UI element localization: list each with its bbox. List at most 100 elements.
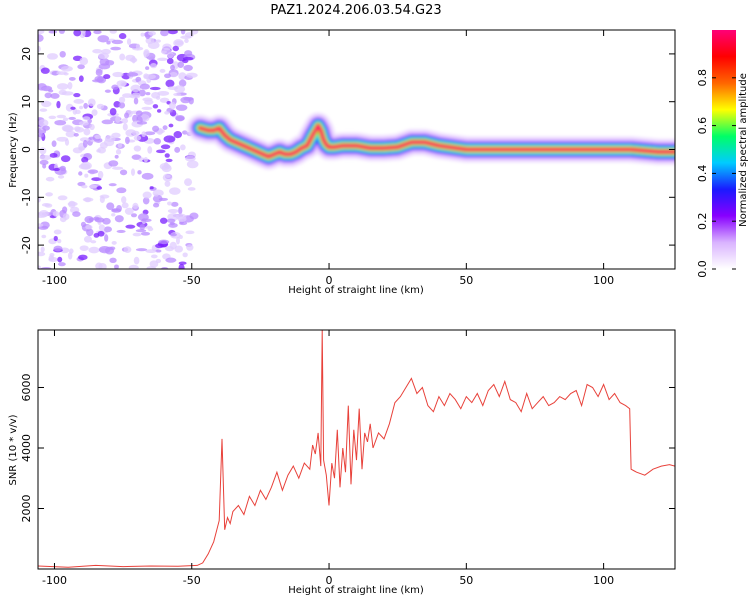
spectrogram-noise-blob (187, 187, 196, 191)
spectrogram-noise-blob (155, 249, 162, 253)
spectrogram-noise-blob (38, 45, 41, 53)
spectrogram-noise-blob (112, 71, 124, 78)
spectrogram-noise-blob (70, 106, 76, 110)
spectrogram-noise-blob (182, 130, 188, 135)
spectrogram-noise-blob (48, 89, 54, 93)
spectrogram-x-ticks: -100 -50 0 50 100 (42, 30, 614, 287)
spectrogram-noise-blob (68, 248, 74, 254)
spectrogram-noise-blob (77, 64, 85, 70)
spectrogram-noise-blob (82, 197, 94, 202)
snr-y-tick-label: 6000 (20, 373, 33, 401)
spectrogram-noise-blob (60, 155, 71, 163)
spectrogram-noise-blob (38, 34, 44, 42)
spectrogram-noise-blob (135, 229, 147, 233)
spectrogram-noise-blob (58, 262, 66, 267)
spectrogram-noise-blob (177, 61, 185, 68)
spectrogram-noise-blob (165, 257, 177, 263)
spectrogram-noise-blob (163, 135, 176, 143)
snr-x-tick-label: -50 (183, 574, 201, 587)
spectrogram-noise-blob (56, 83, 69, 90)
spectrogram-noise-blob (39, 147, 47, 155)
spectrogram-noise-blob (141, 106, 153, 110)
spectrogram-noise-blob (73, 30, 82, 37)
spectrogram-noise-blob (179, 221, 188, 226)
spectrogram-noise-blob (51, 140, 57, 147)
spectrogram-noise-blob (38, 133, 45, 138)
spectrogram-noise-blob (109, 107, 117, 116)
spectrogram-noise-blob (39, 154, 52, 161)
spectrogram-noise-blob (49, 152, 58, 158)
spectrogram-noise-blob (89, 123, 95, 131)
spectrogram-y-axis-label: Frequency (Hz) (8, 112, 19, 188)
snr-y-tick-label: 2000 (20, 494, 33, 522)
spectrogram-noise-blob (109, 246, 116, 251)
spectrogram-noise-blob (79, 137, 90, 142)
spectrogram-noise-blob (125, 136, 130, 145)
spectrogram-y-tick-label: -20 (20, 236, 33, 254)
spectrogram-x-tick-label: 0 (326, 274, 333, 287)
colorbar-gradient (712, 30, 736, 269)
spectrogram-noise-blob (147, 227, 154, 232)
spectrogram-noise-blob (185, 230, 195, 235)
spectrogram-noise-blob (152, 104, 159, 109)
spectrogram-noise-blob (68, 116, 76, 120)
spectrogram-noise-blob (97, 170, 104, 179)
spectrogram-noise-blob (136, 121, 148, 125)
snr-x-ticks: -100 -50 0 50 100 (42, 330, 614, 587)
spectrogram-noise-blob (97, 35, 110, 43)
spectrogram-noise-blob (138, 89, 146, 97)
spectrogram-noise-blob (157, 90, 170, 96)
spectrogram-noise-blob (73, 93, 81, 98)
spectrogram-noise-blob (45, 192, 53, 197)
spectrogram-noise-blob (188, 97, 194, 105)
spectrogram-noise-blob (180, 144, 186, 151)
spectrogram-noise-blob (48, 30, 58, 34)
spectrogram-noise-blob (106, 40, 111, 45)
spectrogram-noise-blob (132, 232, 142, 237)
spectrogram-noise-blob (145, 249, 157, 254)
spectrogram-noise-blob (50, 92, 60, 99)
colorbar: 0.0 0.2 0.4 0.6 0.8 Normalized spectral ampl… (696, 30, 749, 278)
colorbar-tick-label: 0.2 (696, 212, 709, 230)
spectrogram-noise-blob (40, 67, 50, 74)
spectrogram-noise-blob (56, 71, 68, 75)
spectrogram-noise-blob (98, 262, 107, 269)
spectrogram-noise-blob (114, 215, 124, 223)
spectrogram-noise-blob (114, 154, 119, 159)
spectrogram-noise-blob (184, 178, 193, 187)
spectrogram-noise-blob (133, 135, 142, 141)
spectrogram-noise-blob (164, 153, 170, 158)
spectrogram-noise-blob (174, 146, 181, 153)
spectrogram-noise-blob (81, 156, 89, 163)
spectrogram-noise-blob (174, 245, 184, 253)
spectrogram-noise-blob (82, 116, 91, 121)
spectrogram-noise-blob (116, 205, 122, 212)
spectrogram-noise-blob (171, 201, 179, 207)
spectrogram-noise-blob (87, 169, 99, 174)
spectrogram-x-tick-label: 100 (593, 274, 614, 287)
spectrogram-noise-blob (78, 254, 88, 261)
spectrogram-noise-blob (177, 216, 187, 222)
spectrogram-noise-blob (38, 265, 42, 269)
spectrogram-noise-blob (123, 246, 132, 254)
spectrogram-noise-blob (48, 255, 55, 261)
spectrogram-noise-blob (149, 86, 161, 91)
spectrogram-noise-blob (143, 49, 150, 58)
spectrogram-noise-blob (104, 234, 109, 242)
spectrogram-noise-blob (44, 203, 53, 208)
spectrogram-noise-blob (118, 96, 126, 104)
spectrogram-noise-blob (85, 224, 93, 230)
spectrogram-noise-blob (40, 221, 50, 229)
spectrogram-noise-blob (78, 121, 89, 126)
spectrogram-noise-blob (186, 244, 194, 251)
spectrogram-noise-blob (182, 56, 194, 61)
spectrogram-noise-blob (161, 50, 167, 54)
spectrogram-noise-blob (178, 79, 187, 87)
spectrogram-noise-blob (118, 102, 126, 109)
spectrogram-noise-blob (137, 170, 142, 175)
spectrogram-noise-blob (111, 132, 121, 138)
spectrogram-noise-blob (57, 195, 68, 201)
spectrogram-noise-blob (124, 112, 129, 119)
spectrogram-noise-blob (114, 264, 119, 269)
